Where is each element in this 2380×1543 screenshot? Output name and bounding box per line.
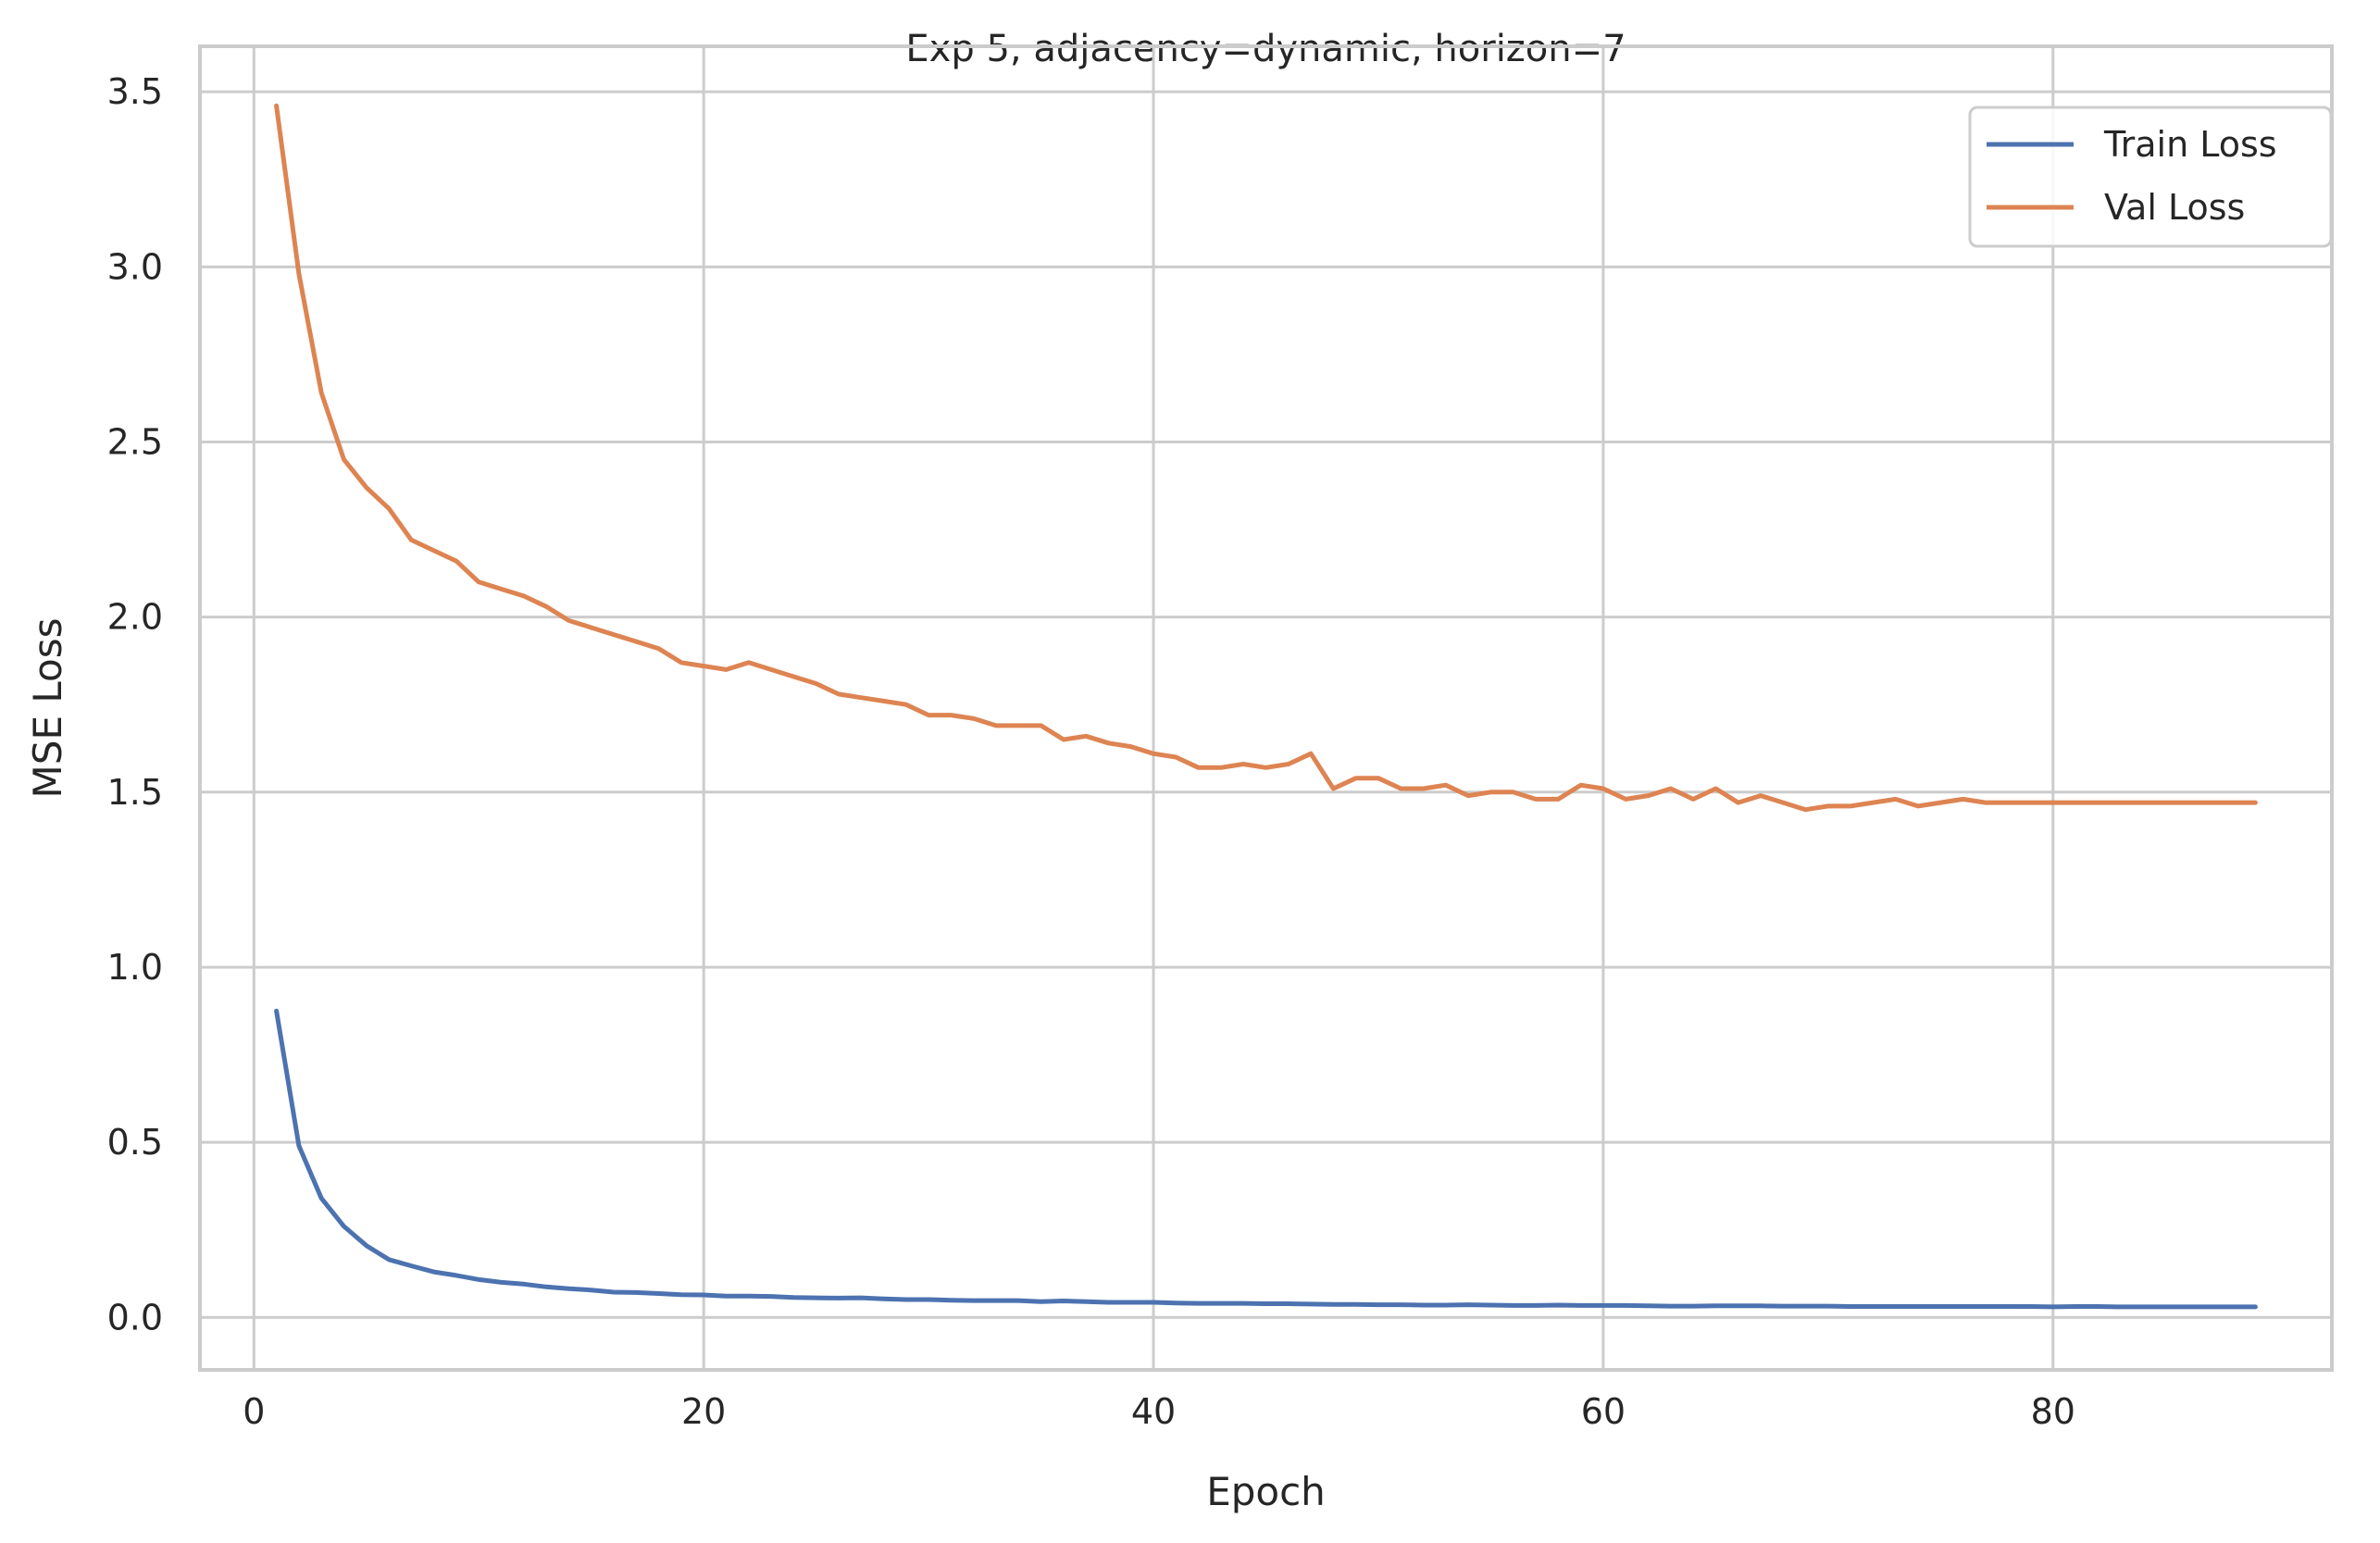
x-tick-labels: 0 20 40 60 80 [243, 1391, 2075, 1432]
y-tick-labels: 0.0 0.5 1.0 1.5 2.0 2.5 3.0 3.5 [107, 71, 163, 1338]
y-tick-label: 3.0 [107, 246, 163, 287]
x-tick-label: 0 [243, 1391, 265, 1432]
chart-title: Exp 5, adjacency=dynamic, horizon=7 [905, 28, 1626, 70]
grid [200, 46, 2332, 1370]
plot-frame [198, 44, 2334, 1372]
y-tick-label: 3.5 [107, 71, 163, 112]
series-lines [274, 103, 2258, 1310]
y-tick-label: 0.5 [107, 1122, 163, 1163]
legend-label: Train Loss [2103, 124, 2277, 165]
y-axis-label: MSE Loss [25, 618, 70, 799]
y-tick-label: 1.0 [107, 947, 163, 988]
x-tick-label: 40 [1131, 1391, 1176, 1432]
x-tick-label: 80 [2031, 1391, 2075, 1432]
y-tick-label: 2.0 [107, 597, 163, 638]
legend-label: Val Loss [2104, 187, 2245, 228]
x-tick-label: 20 [681, 1391, 726, 1432]
x-tick-label: 60 [1581, 1391, 1626, 1432]
legend: Train Loss Val Loss [1968, 106, 2333, 248]
series-line-train-loss [274, 1008, 2258, 1310]
x-axis-label: Epoch [1206, 1469, 1326, 1514]
y-tick-label: 2.5 [107, 421, 163, 462]
y-tick-label: 0.0 [107, 1297, 163, 1338]
y-tick-label: 1.5 [107, 772, 163, 813]
series-line-val-loss [274, 103, 2258, 813]
